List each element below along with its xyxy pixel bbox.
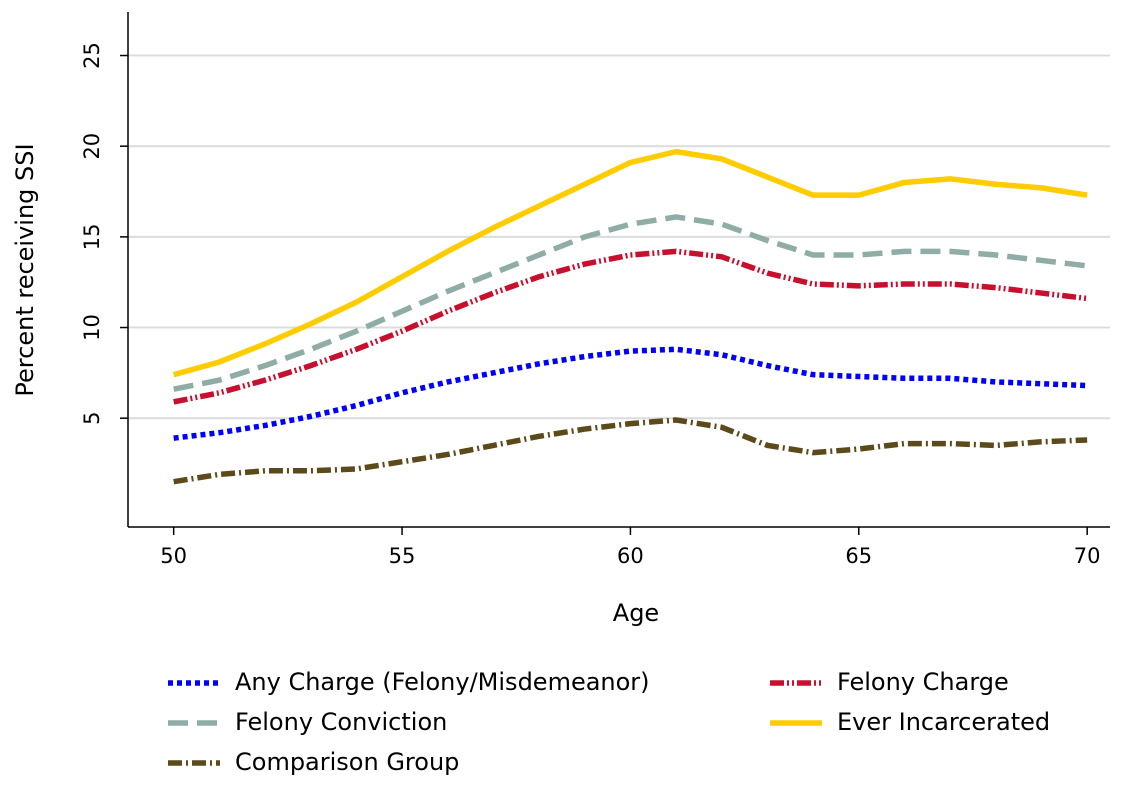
y-axis-label: Percent receiving SSI	[11, 143, 39, 396]
y-tick-label: 5	[80, 412, 104, 425]
x-tick-label: 70	[1074, 544, 1101, 568]
legend-label: Any Charge (Felony/Misdemeanor)	[235, 668, 650, 696]
y-tick-label: 25	[80, 42, 104, 69]
legend-label: Felony Charge	[837, 668, 1009, 696]
x-axis-label: Age	[613, 599, 659, 627]
series-line	[173, 214, 1088, 392]
x-tick-label: 55	[389, 544, 416, 568]
x-tick-label: 60	[617, 544, 644, 568]
legend-label: Felony Conviction	[235, 708, 447, 736]
y-tick-label: 10	[80, 314, 104, 341]
y-tick-label: 15	[80, 223, 104, 250]
series-line	[172, 148, 1088, 378]
x-tick-label: 50	[160, 544, 187, 568]
series-line	[173, 417, 1088, 485]
series-line	[173, 248, 1088, 405]
y-tick-label: 20	[80, 133, 104, 160]
series-line	[173, 346, 1088, 441]
legend-label: Comparison Group	[235, 748, 459, 776]
legend-label: Ever Incarcerated	[837, 708, 1050, 736]
x-tick-label: 65	[845, 544, 872, 568]
